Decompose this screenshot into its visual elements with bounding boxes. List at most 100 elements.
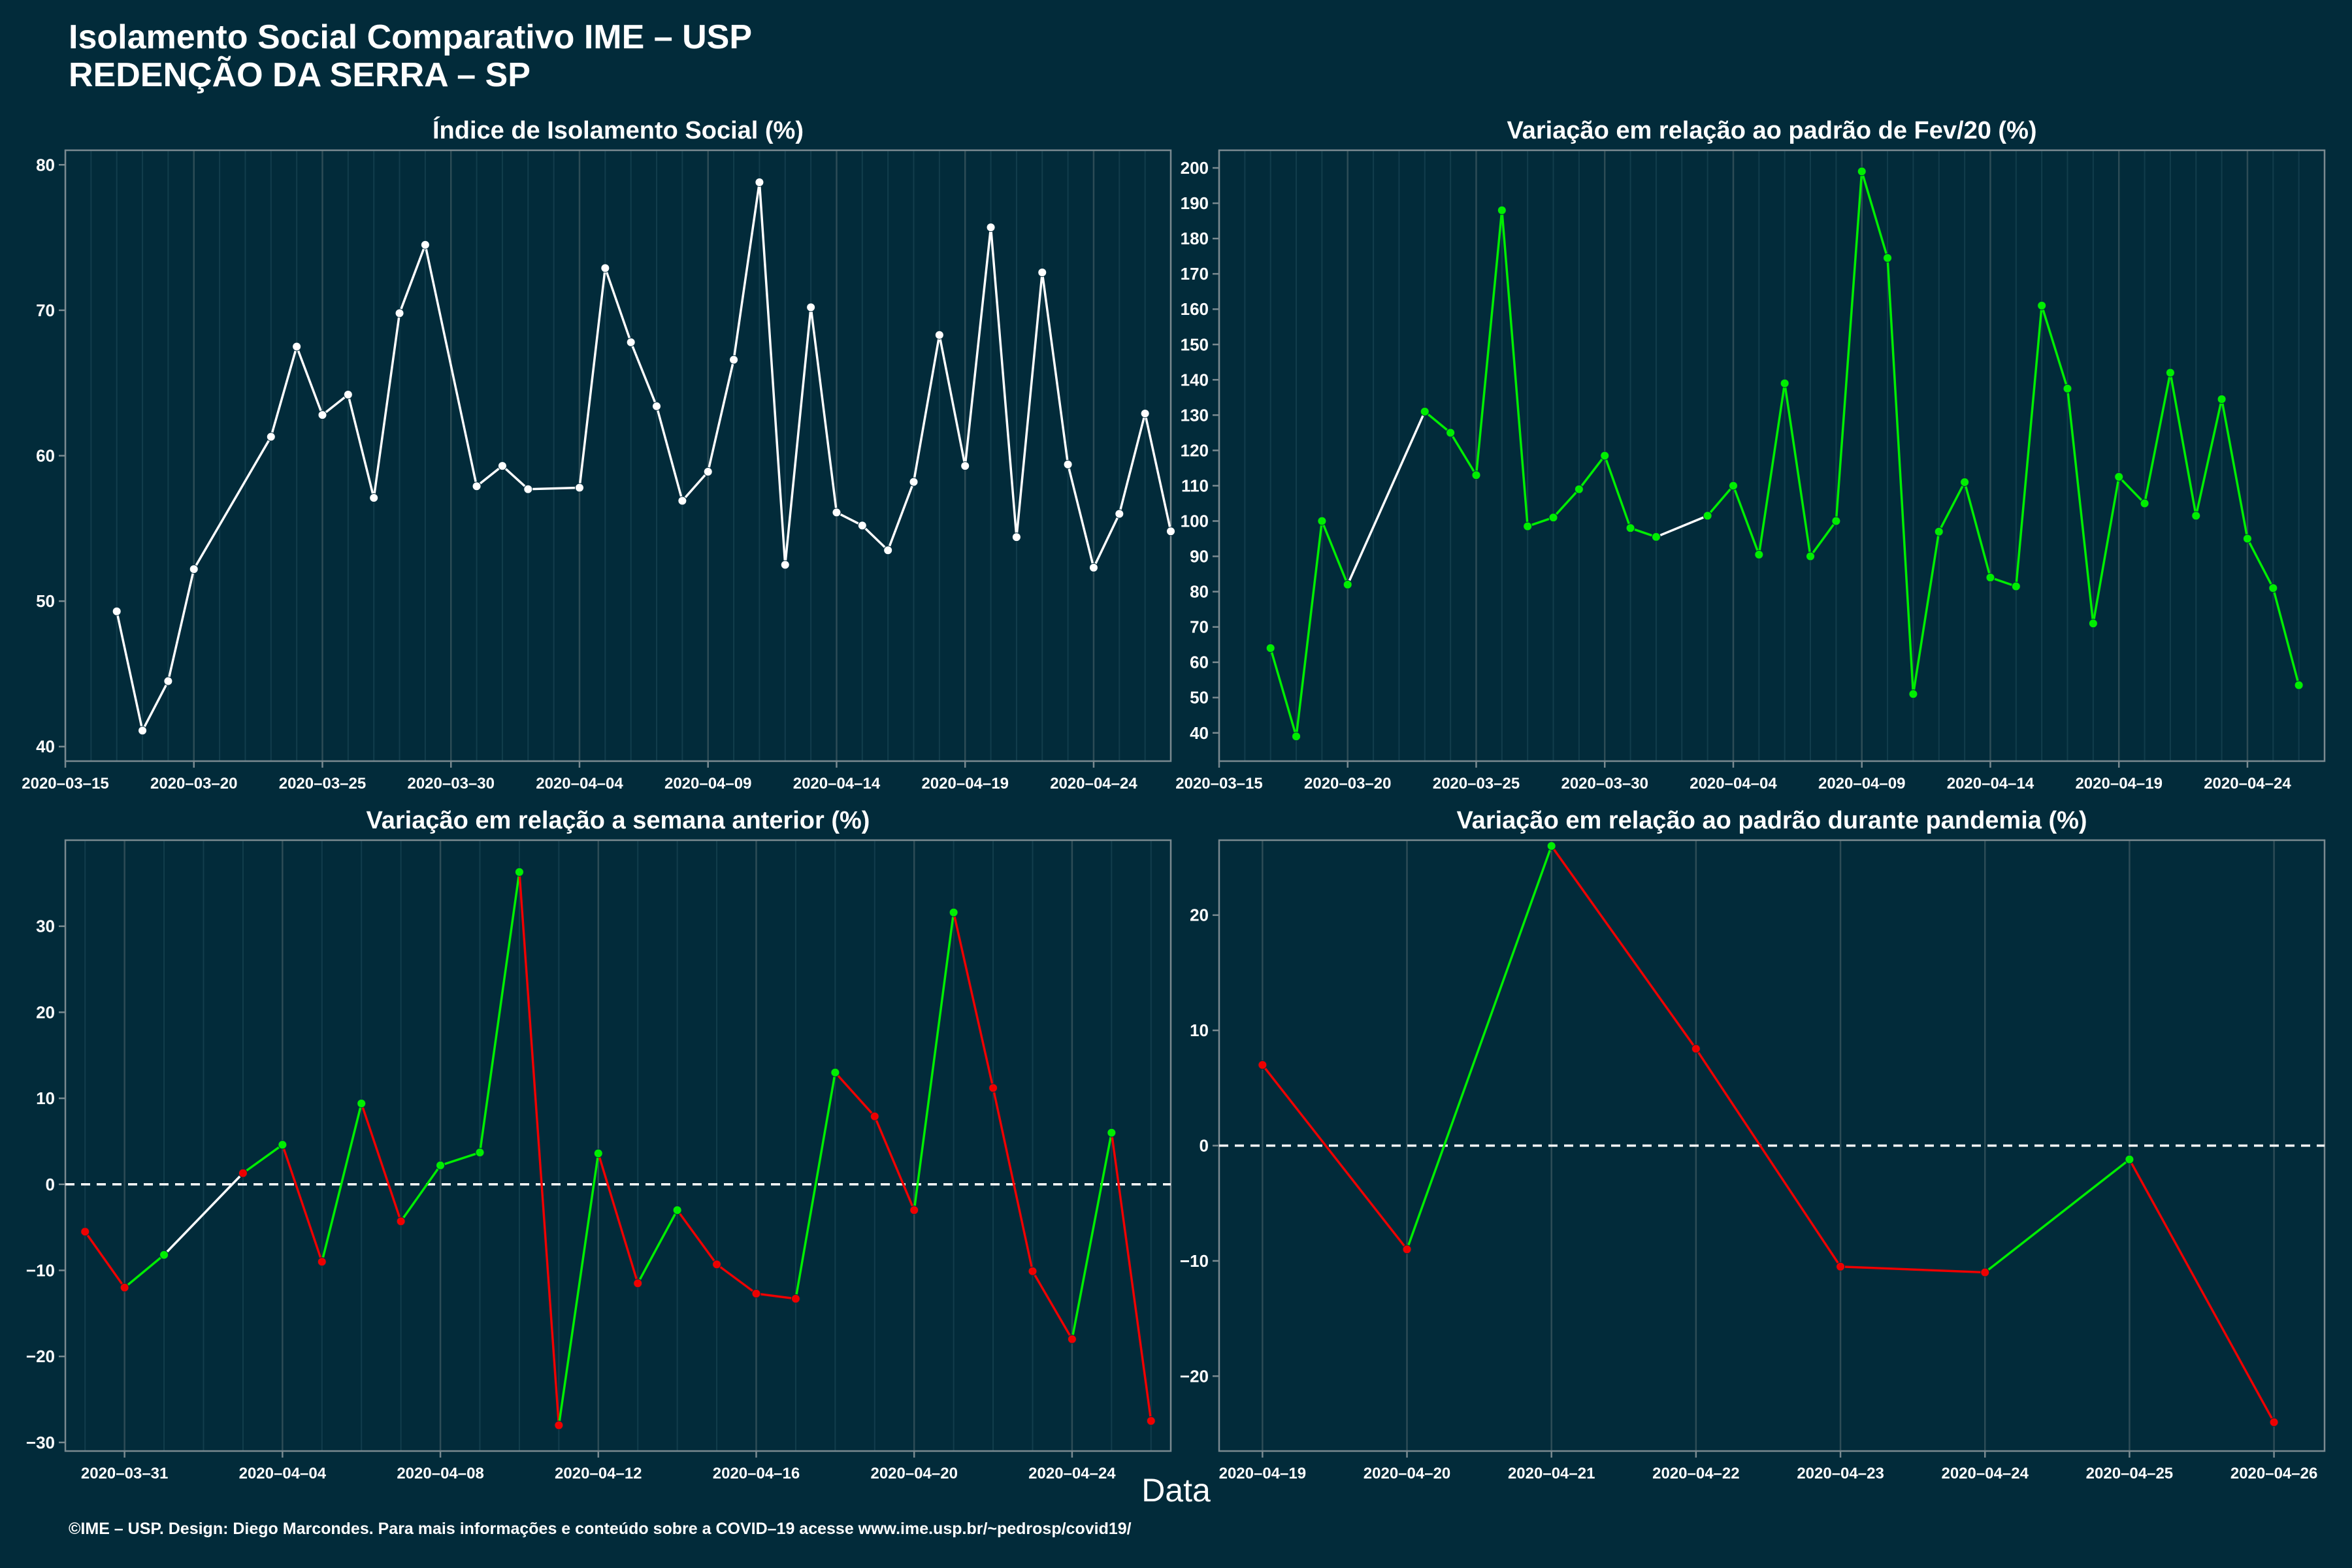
series-segment: [938, 333, 966, 467]
series-segment: [964, 226, 992, 467]
x-tick-label: 2020–03–30: [407, 775, 494, 792]
x-tick-label: 2020–03–25: [279, 775, 366, 792]
data-point: [1523, 521, 1533, 531]
series-segment: [2117, 476, 2146, 505]
series-segment: [794, 1071, 837, 1300]
series-segment: [501, 465, 530, 491]
x-tick-label: 2020–03–20: [1304, 775, 1391, 792]
y-tick-label: 130: [1181, 405, 1209, 425]
series-segment: [1578, 454, 1606, 491]
x-tick-label: 2020–04–24: [1050, 775, 1137, 792]
data-point: [2114, 472, 2124, 482]
plot-area: [65, 150, 1171, 761]
y-tick-label: 80: [1190, 582, 1209, 602]
data-point: [1146, 1416, 1156, 1426]
data-point: [2191, 511, 2201, 521]
x-tick-label: 2020–04–04: [239, 1465, 327, 1482]
series-segment: [1143, 412, 1172, 533]
x-tick-label: 2020–03–15: [22, 775, 108, 792]
data-point: [2165, 368, 2175, 378]
data-point: [1067, 1334, 1077, 1344]
x-tick-label: 2020–04–14: [1947, 775, 2034, 792]
series-segment: [2092, 476, 2120, 625]
x-tick-label: 2020–04–09: [1818, 775, 1905, 792]
x-tick-label: 2020–04–22: [1652, 1465, 1739, 1482]
y-tick-label: 180: [1181, 229, 1209, 248]
data-point: [1343, 580, 1352, 589]
series-segment: [1603, 454, 1632, 530]
series-segment: [1475, 209, 1503, 476]
y-tick-label: 110: [1181, 476, 1209, 495]
data-point: [163, 676, 173, 686]
data-point: [2063, 384, 2072, 393]
series-segment: [281, 1143, 323, 1264]
data-point: [514, 867, 524, 877]
data-point: [1600, 451, 1610, 461]
series-segment: [439, 1151, 482, 1167]
y-tick-label: 50: [36, 591, 55, 611]
x-tick-label: 2020–04–20: [870, 1465, 957, 1482]
x-tick-label: 2020–04–14: [793, 775, 881, 792]
data-point: [751, 1289, 761, 1299]
series-segment: [1118, 412, 1147, 515]
series-segment: [1261, 1064, 1409, 1251]
data-point: [1691, 1044, 1701, 1054]
data-point: [729, 355, 739, 365]
series-segment: [758, 181, 787, 566]
series-segment: [1015, 271, 1044, 538]
data-point: [1836, 1262, 1846, 1271]
data-point: [703, 466, 713, 476]
series-segment: [2066, 387, 2095, 625]
data-point: [626, 337, 636, 347]
data-point: [1574, 484, 1584, 494]
plot-area: [1219, 150, 2325, 761]
y-tick-label: −10: [1180, 1251, 1209, 1271]
data-point: [1728, 481, 1738, 491]
data-point: [357, 1098, 367, 1108]
series-segment: [1066, 463, 1095, 569]
data-point: [1011, 532, 1021, 542]
y-tick-label: 40: [1190, 723, 1209, 743]
series-segment: [1320, 519, 1349, 586]
series-segment: [1071, 1131, 1113, 1341]
series-segment: [784, 306, 812, 566]
series-segment: [557, 1152, 600, 1427]
data-point: [960, 461, 970, 471]
data-point: [189, 564, 199, 574]
y-tick-label: 200: [1181, 158, 1209, 178]
data-point: [1908, 689, 1918, 699]
series-segment: [809, 306, 838, 514]
x-tick-label: 2020–04–04: [1690, 775, 1777, 792]
data-point: [238, 1168, 248, 1178]
data-point: [1651, 532, 1661, 542]
chart-panel-3: Variação em relação a semana anterior (%…: [26, 807, 1172, 1482]
data-point: [343, 390, 353, 399]
series-segment: [1839, 1265, 1986, 1274]
data-point: [672, 1205, 682, 1215]
series-segment: [295, 345, 324, 416]
data-point: [138, 726, 148, 736]
series-segment: [952, 911, 994, 1090]
y-tick-label: 10: [1190, 1021, 1209, 1040]
data-point: [1625, 523, 1635, 533]
data-point: [1140, 408, 1150, 418]
data-point: [2294, 680, 2304, 690]
data-point: [633, 1279, 643, 1288]
series-segment: [167, 568, 195, 683]
data-point: [1037, 268, 1047, 277]
series-segment: [989, 226, 1018, 538]
data-point: [472, 482, 482, 491]
data-point: [1806, 551, 1816, 561]
y-tick-label: 60: [36, 446, 55, 466]
data-point: [1703, 511, 1712, 521]
data-point: [2088, 619, 2098, 629]
data-point: [870, 1111, 879, 1121]
series-segment: [242, 1143, 284, 1175]
series-segment: [835, 511, 864, 527]
x-tick-label: 2020–04–24: [1941, 1465, 2029, 1482]
plot-frame: [1218, 149, 2326, 762]
series-segment: [1695, 1047, 1842, 1268]
data-point: [1258, 1060, 1267, 1070]
chart-title: Variação em relação ao padrão durante pa…: [1456, 807, 2087, 834]
